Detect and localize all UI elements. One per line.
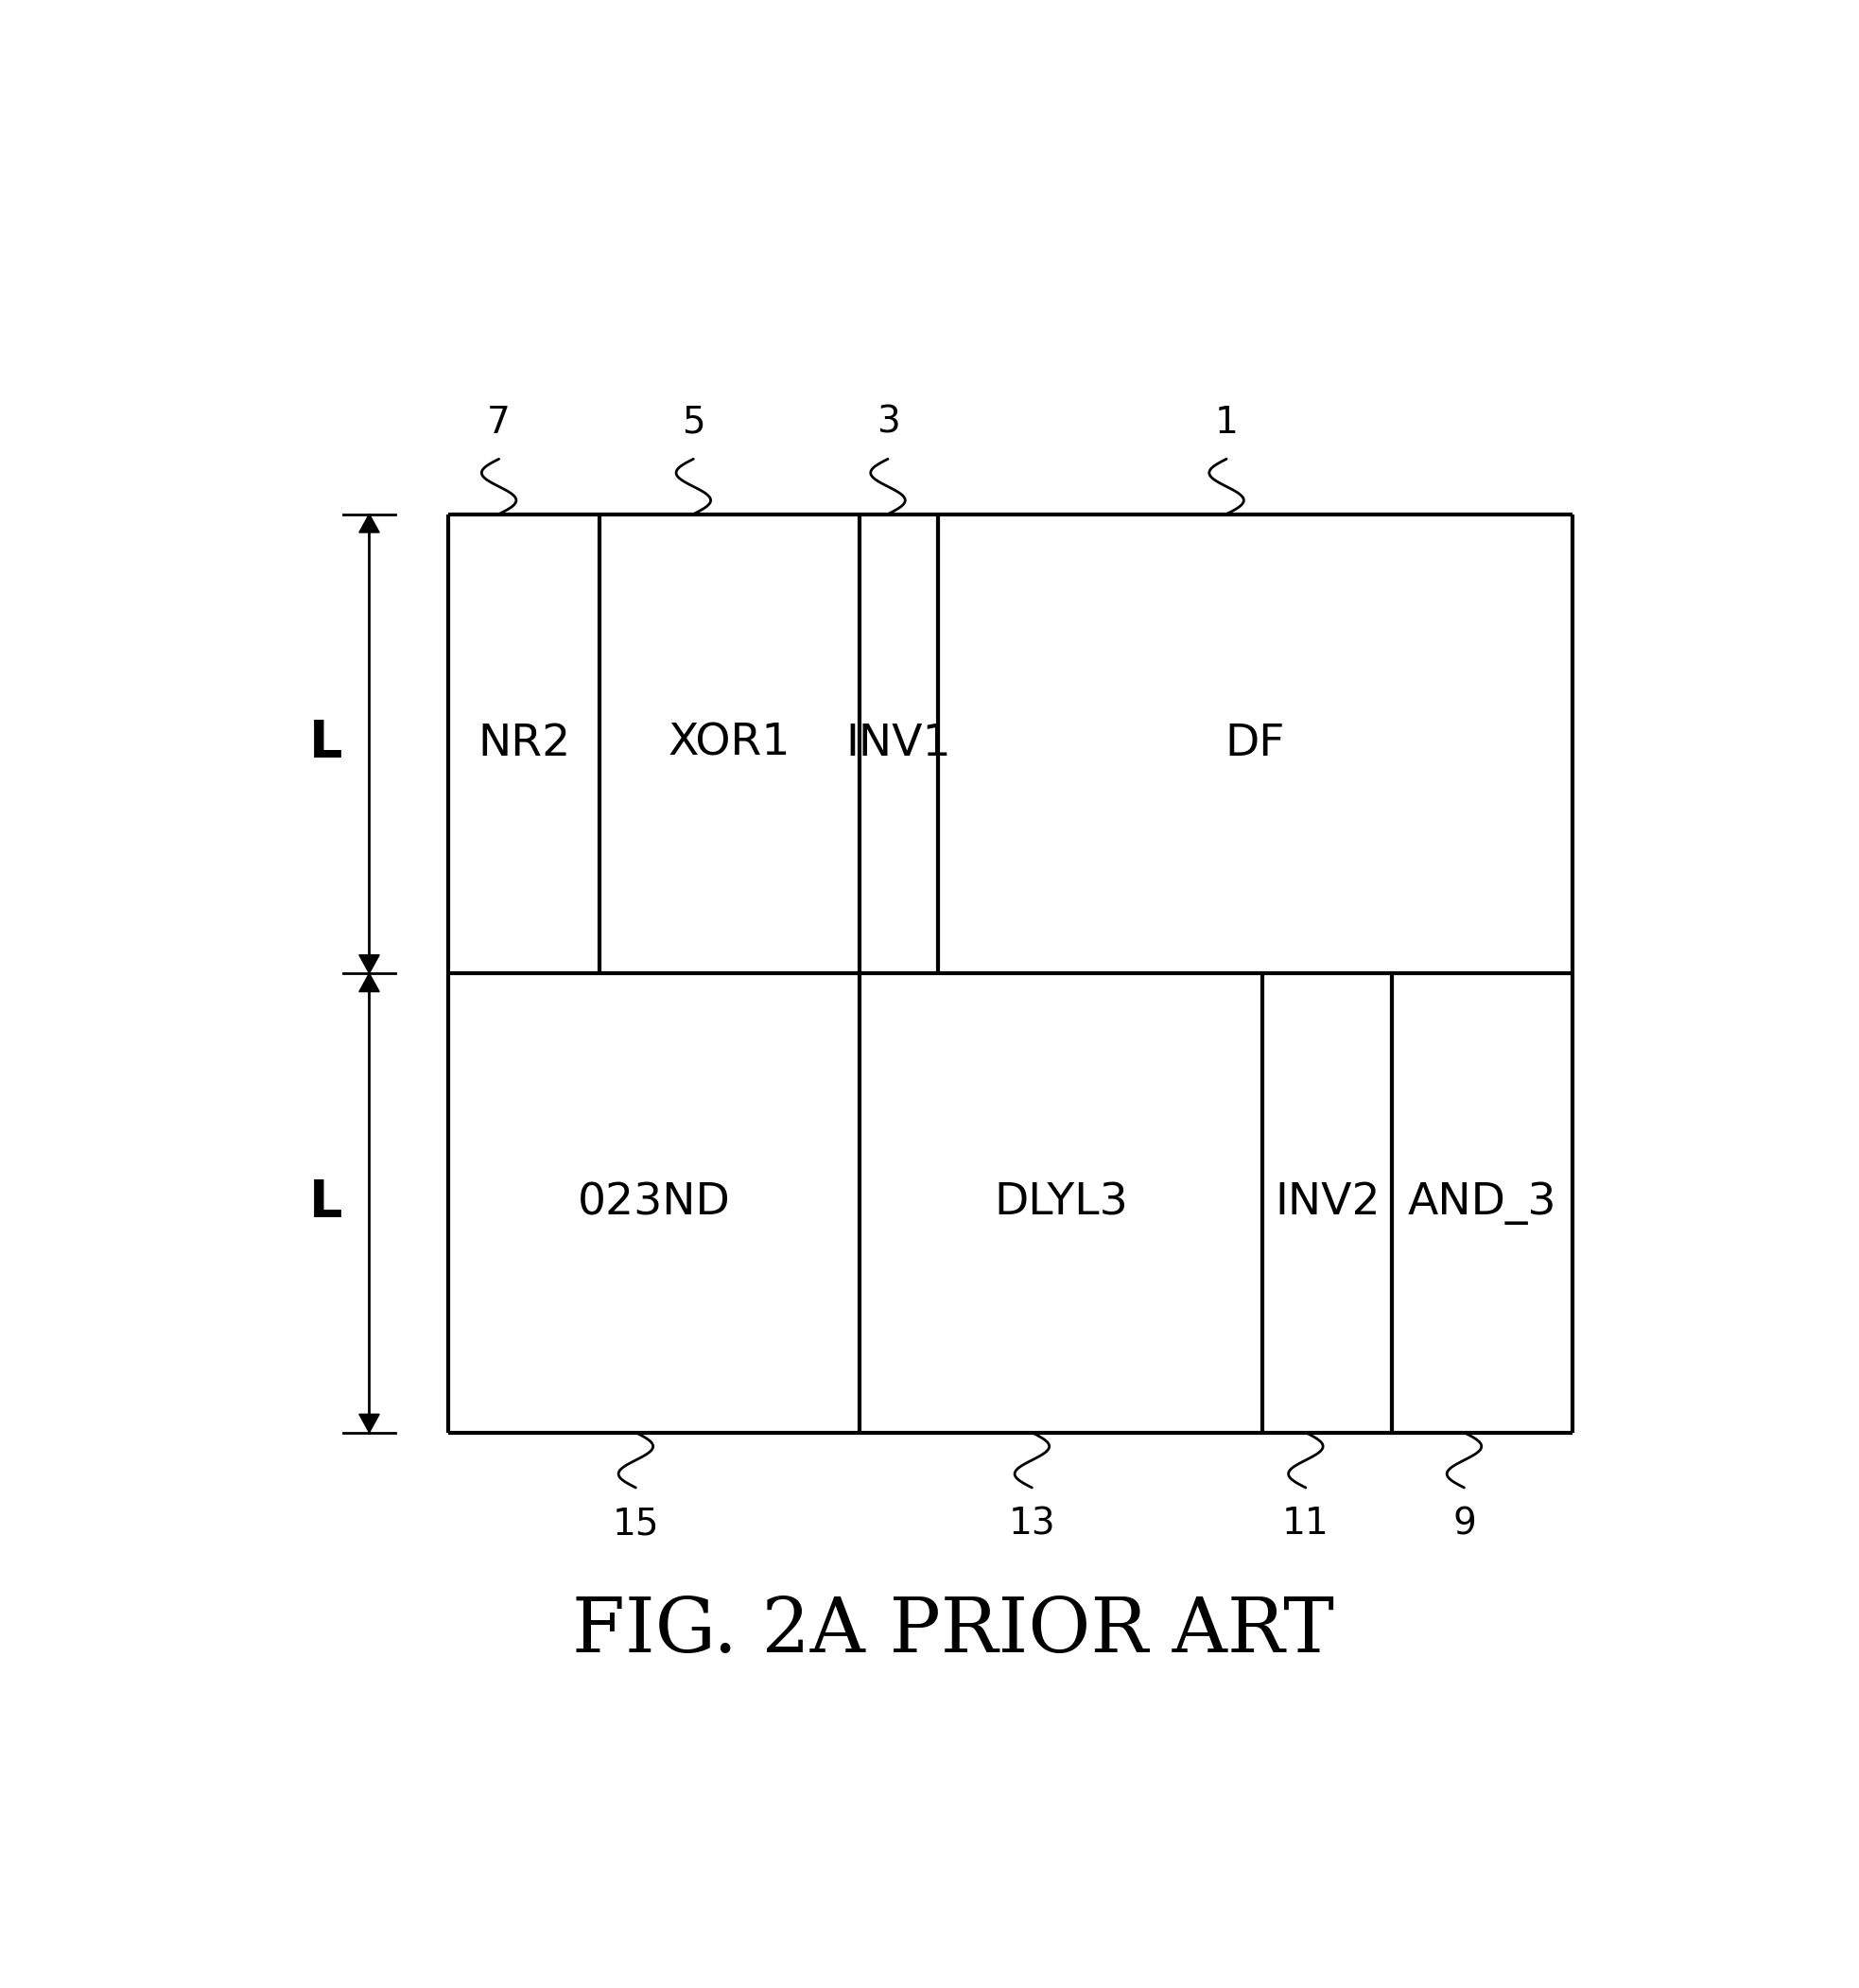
Polygon shape (359, 515, 379, 533)
Text: 15: 15 (612, 1507, 660, 1543)
Text: AND_3: AND_3 (1407, 1181, 1556, 1225)
Text: 1: 1 (1214, 406, 1238, 441)
Polygon shape (359, 954, 379, 974)
Text: 11: 11 (1283, 1507, 1329, 1543)
Text: NR2: NR2 (478, 722, 571, 765)
Text: XOR1: XOR1 (667, 722, 790, 765)
Text: FIG. 2A PRIOR ART: FIG. 2A PRIOR ART (573, 1594, 1333, 1668)
Text: L: L (309, 1177, 342, 1229)
Text: 7: 7 (487, 406, 511, 441)
Text: 5: 5 (682, 406, 705, 441)
Text: 9: 9 (1452, 1507, 1476, 1543)
Text: INV1: INV1 (846, 722, 952, 765)
Text: INV2: INV2 (1275, 1181, 1379, 1225)
Text: 023ND: 023ND (578, 1181, 731, 1225)
Text: DF: DF (1225, 722, 1285, 765)
Text: 3: 3 (876, 406, 900, 441)
Text: 13: 13 (1009, 1507, 1056, 1543)
Text: DLYL3: DLYL3 (995, 1181, 1128, 1225)
Polygon shape (359, 974, 379, 992)
Polygon shape (359, 1413, 379, 1433)
Text: L: L (309, 718, 342, 769)
